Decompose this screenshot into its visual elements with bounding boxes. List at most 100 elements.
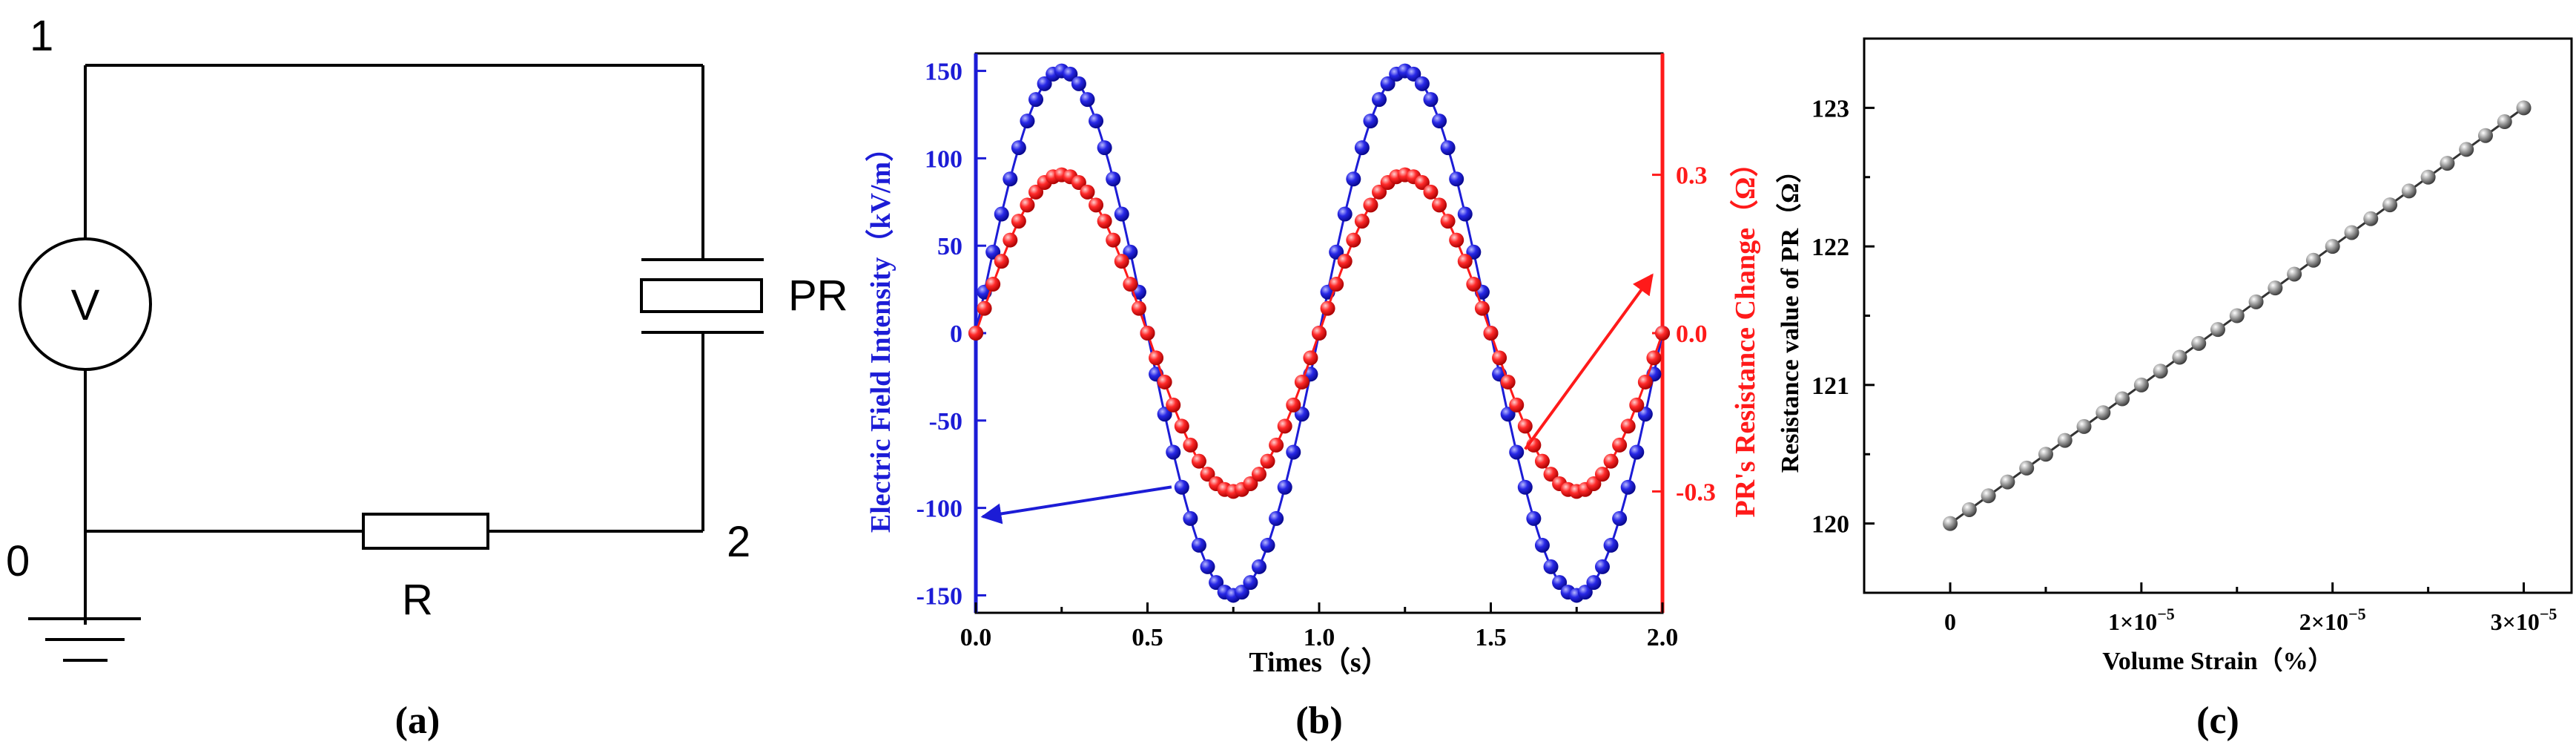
- x-axis-label-b: Times（s）: [1249, 647, 1389, 678]
- data-point: [1423, 92, 1439, 108]
- data-point: [1337, 254, 1353, 269]
- data-point: [2516, 100, 2532, 116]
- x-tick-label-b: 0.0: [960, 624, 992, 651]
- data-point: [1149, 350, 1164, 366]
- y-tick-label-c: 121: [1812, 372, 1849, 400]
- data-point: [1166, 444, 1181, 460]
- data-point: [1449, 232, 1464, 248]
- data-point: [2363, 211, 2379, 226]
- data-point: [1089, 197, 1104, 213]
- data-point: [2038, 447, 2053, 462]
- data-point: [1269, 437, 1284, 453]
- data-point: [1526, 510, 1542, 526]
- data-point: [2497, 114, 2512, 130]
- x-tick-exponent: −5: [2348, 605, 2366, 623]
- x-tick-label-c: 0: [1944, 608, 1956, 635]
- node-label-0: 0: [6, 537, 30, 585]
- data-point: [1251, 467, 1266, 482]
- data-point: [994, 206, 1009, 222]
- data-point: [1414, 175, 1430, 191]
- data-point: [1474, 300, 1490, 316]
- data-point: [1166, 397, 1181, 412]
- data-point: [985, 277, 1001, 292]
- data-point: [1174, 479, 1189, 495]
- y-tick-label-c: 120: [1812, 511, 1849, 539]
- y-tick-label-left: 50: [937, 233, 962, 260]
- series-resistance-value: [1943, 100, 2532, 531]
- data-point: [1080, 184, 1095, 200]
- caption-a: (a): [395, 700, 440, 742]
- data-point: [1543, 467, 1559, 482]
- data-point: [2477, 128, 2493, 143]
- data-point: [1620, 418, 1636, 434]
- data-point: [2459, 142, 2474, 157]
- data-point: [1500, 374, 1516, 389]
- caption-b: (b): [1295, 700, 1343, 742]
- data-point: [1089, 114, 1104, 129]
- data-point: [1320, 300, 1335, 316]
- data-point: [1612, 437, 1628, 453]
- data-point: [1637, 374, 1653, 389]
- data-point: [1440, 214, 1456, 229]
- y-tick-label-c: 122: [1812, 234, 1849, 261]
- data-point: [2420, 169, 2436, 185]
- data-point: [1260, 453, 1275, 469]
- data-point: [1543, 559, 1559, 574]
- data-point: [1191, 537, 1206, 553]
- x-axis-label-c: Volume Strain（%）: [2102, 646, 2333, 675]
- data-point: [2401, 183, 2417, 199]
- series-resistance-change: [968, 167, 1670, 499]
- data-point: [1612, 510, 1628, 526]
- y-tick-label-right: 0.3: [1676, 162, 1708, 190]
- data-point: [1629, 444, 1645, 460]
- data-point: [1414, 76, 1430, 91]
- y-tick-label-left: -100: [917, 496, 962, 523]
- data-point: [1372, 184, 1387, 200]
- data-point: [1432, 197, 1447, 213]
- resistor: [362, 513, 489, 550]
- data-point: [1157, 374, 1172, 389]
- data-point: [1603, 453, 1619, 469]
- data-point: [1011, 214, 1026, 229]
- data-point: [1620, 479, 1636, 495]
- data-point: [1123, 277, 1138, 292]
- x-tick-label-b: 1.0: [1304, 624, 1335, 651]
- x-tick-exponent: −5: [2540, 605, 2557, 623]
- data-point: [1286, 397, 1301, 412]
- data-point: [1020, 114, 1035, 129]
- x-tick-base: 3×10: [2491, 608, 2540, 635]
- y-tick-label-right: -0.3: [1676, 479, 1716, 506]
- data-point: [1294, 374, 1310, 389]
- data-point: [1943, 516, 1958, 531]
- data-point: [2382, 197, 2398, 213]
- data-point: [2287, 266, 2302, 282]
- data-point: [2305, 252, 2321, 268]
- data-point: [2172, 349, 2187, 365]
- data-point: [1191, 453, 1206, 469]
- data-point: [2133, 377, 2149, 392]
- voltage-source-label: V: [71, 281, 100, 329]
- arrow-to-left-axis: [980, 485, 1172, 525]
- data-point: [1346, 171, 1361, 187]
- x-tick-label-c: 2×10−5: [2299, 605, 2366, 635]
- data-point: [1183, 510, 1198, 526]
- data-point: [1594, 467, 1610, 482]
- data-point: [1517, 418, 1533, 434]
- data-point: [2229, 308, 2245, 323]
- y-tick-label-left: 150: [925, 59, 962, 86]
- data-point: [2344, 225, 2359, 240]
- data-point: [2076, 418, 2092, 434]
- x-tick-label-c: 3×10−5: [2491, 605, 2557, 635]
- data-point: [1028, 92, 1044, 108]
- data-point: [1406, 66, 1421, 82]
- data-point: [2057, 433, 2073, 448]
- data-point: [977, 300, 992, 316]
- panel-b-chart: 0.0 0.5 1.0 1.5 2.0 150 100 50 0 -50 -100 -150 0.3 0.…: [865, 52, 1761, 678]
- data-point: [1106, 232, 1121, 248]
- data-point: [1269, 510, 1284, 526]
- data-point: [1174, 418, 1189, 434]
- data-point: [1423, 184, 1439, 200]
- data-point: [1209, 575, 1224, 591]
- x-tick-label-c: 1×10−5: [2108, 605, 2175, 635]
